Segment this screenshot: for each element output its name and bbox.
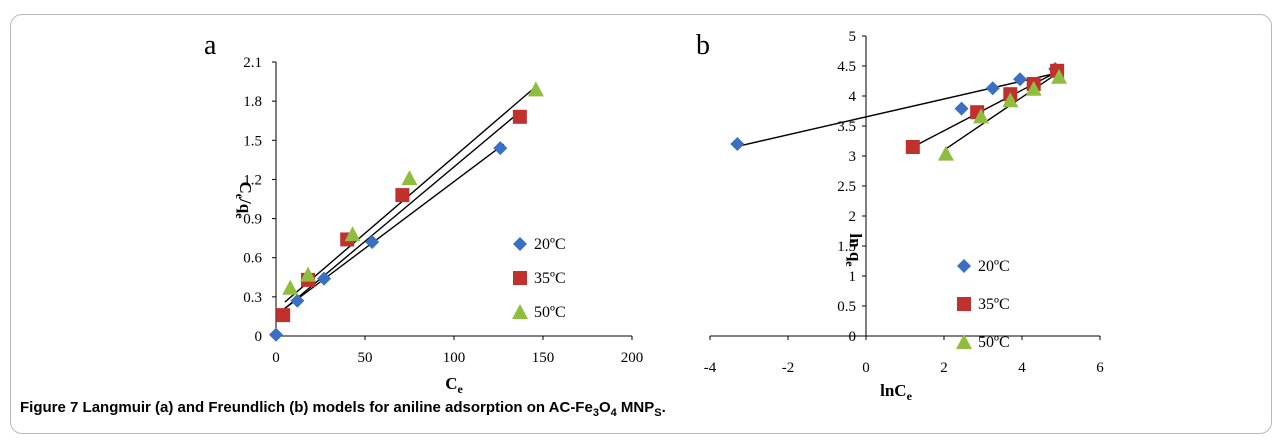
x-tick-label: 200 <box>621 350 644 366</box>
figure-caption: Figure 7 Langmuir (a) and Freundlich (b)… <box>20 399 666 419</box>
caption-label: Figure 7 <box>20 399 79 416</box>
caption-subscript: 3 <box>592 407 599 419</box>
x-tick-label: 6 <box>1096 360 1104 376</box>
legend-label: 35ºC <box>534 270 566 287</box>
x-axis-label: lnCe <box>880 381 912 403</box>
y-tick-label: 1.5 <box>837 239 856 255</box>
caption-text: Langmuir (a) and Freundlich (b) models f… <box>78 399 666 419</box>
data-point-triangle <box>344 226 361 242</box>
legend-marker-diamond <box>513 237 527 251</box>
legend-marker-diamond <box>957 259 971 273</box>
x-tick-label: 50 <box>358 350 373 366</box>
data-point-triangle <box>282 279 299 295</box>
data-point-square <box>395 188 410 203</box>
data-point-triangle <box>1025 80 1042 96</box>
legend-label: 50ºC <box>978 334 1010 351</box>
x-tick-label: 150 <box>532 350 555 366</box>
y-tick-label: 0.6 <box>243 251 262 267</box>
data-point-triangle <box>937 145 954 161</box>
data-point-triangle <box>527 81 544 97</box>
data-point-diamond <box>365 235 380 250</box>
caption-fragment: MNP <box>616 399 655 416</box>
y-tick-label: 3 <box>849 149 857 165</box>
trendline-2 <box>284 87 535 303</box>
y-axis-label: ln qe <box>843 233 865 267</box>
data-point-triangle <box>1002 92 1019 108</box>
y-axis-label: Ce/qe <box>233 181 255 219</box>
data-point-triangle <box>973 108 990 124</box>
y-tick-label: 0.9 <box>243 212 262 228</box>
x-tick-label: 0 <box>272 350 280 366</box>
x-tick-label: 4 <box>1018 360 1026 376</box>
y-tick-label: 4 <box>849 89 857 105</box>
data-point-diamond <box>954 101 969 116</box>
legend-marker-square <box>513 271 527 285</box>
data-point-triangle <box>300 266 317 282</box>
legend-label: 35ºC <box>978 296 1010 313</box>
y-tick-label: 1 <box>849 269 857 285</box>
panel-label: b <box>696 30 710 61</box>
trendline-0 <box>737 71 1060 148</box>
y-tick-label: 2 <box>849 209 857 225</box>
y-tick-label: 0.3 <box>243 290 262 306</box>
trendline-0 <box>275 143 505 316</box>
y-tick-label: 5 <box>849 29 857 45</box>
y-tick-label: 2.5 <box>837 179 856 195</box>
legend-marker-square <box>957 297 971 311</box>
y-tick-label: 0 <box>849 329 857 345</box>
trendline-2 <box>945 70 1062 150</box>
data-point-diamond <box>269 327 283 342</box>
x-tick-label: -4 <box>704 360 717 376</box>
y-tick-label: 1.8 <box>243 94 262 110</box>
data-point-square <box>276 308 291 323</box>
legend-label: 20ºC <box>978 258 1010 275</box>
data-point-triangle <box>401 170 418 186</box>
legend-marker-triangle <box>956 334 972 349</box>
data-point-diamond <box>317 271 332 286</box>
data-point-diamond <box>985 81 1000 96</box>
data-point-diamond <box>493 141 508 156</box>
panel-label: a <box>204 30 217 61</box>
y-tick-label: 0 <box>255 329 263 345</box>
y-tick-label: 4.5 <box>837 59 856 75</box>
caption-fragment: O <box>598 399 611 416</box>
data-point-diamond <box>290 293 305 308</box>
caption-subscript: 4 <box>610 407 617 419</box>
data-point-triangle <box>1051 68 1068 84</box>
data-point-square <box>512 109 527 124</box>
x-tick-label: 100 <box>443 350 466 366</box>
y-tick-label: 1.5 <box>243 133 262 149</box>
data-point-diamond <box>730 137 745 151</box>
caption-subscript: S <box>654 407 662 419</box>
y-tick-label: 2.1 <box>243 55 262 71</box>
caption-fragment: Langmuir (a) and Freundlich (b) models f… <box>78 399 593 416</box>
x-tick-label: 2 <box>940 360 948 376</box>
chart-panel-a: 0 0.3 0.6 0.9 1.2 1.5 1.8 2.1 0 50 100 150 200 a Ce Ce/… <box>204 30 643 396</box>
legend-label: 20ºC <box>534 236 566 253</box>
figure-frame <box>10 14 1272 434</box>
x-axis-label: Ce <box>445 374 463 396</box>
legend-marker-triangle <box>512 304 528 319</box>
x-tick-label: 0 <box>862 360 870 376</box>
x-tick-label: -2 <box>782 360 795 376</box>
y-tick-label: 0.5 <box>837 299 856 315</box>
y-tick-label: 1.2 <box>243 172 262 188</box>
legend-label: 50ºC <box>534 304 566 321</box>
data-point-diamond <box>1013 72 1028 87</box>
data-point-square <box>905 140 920 154</box>
caption-fragment: . <box>661 399 666 416</box>
